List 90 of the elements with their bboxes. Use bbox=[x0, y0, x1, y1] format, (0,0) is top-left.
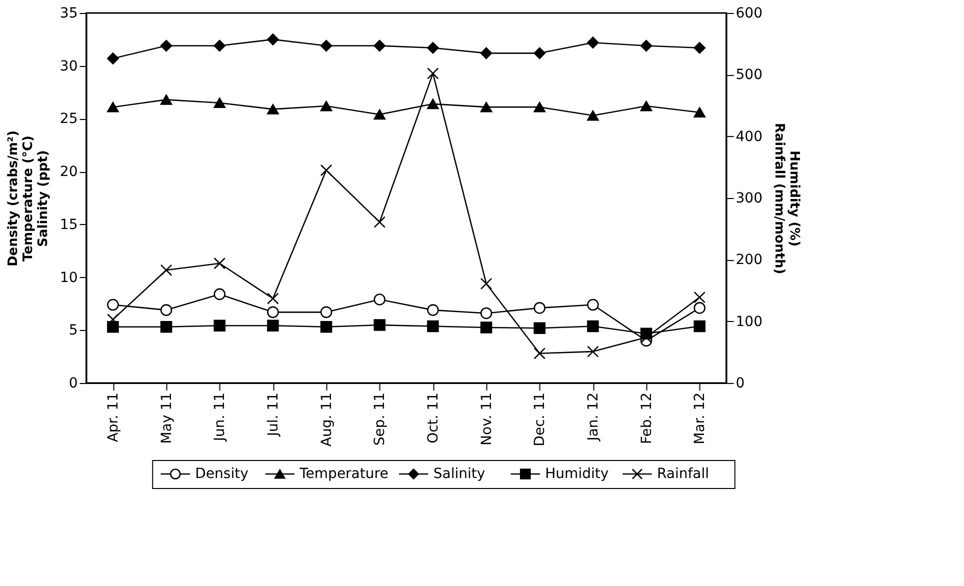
point bbox=[374, 319, 386, 331]
x-tick-label: May 11 bbox=[158, 392, 175, 444]
point bbox=[160, 40, 172, 52]
point bbox=[214, 288, 226, 300]
x-tick-label: Jun. 11 bbox=[212, 392, 228, 442]
point bbox=[427, 304, 439, 316]
point bbox=[427, 98, 439, 110]
legend-label: Temperature bbox=[298, 466, 388, 482]
point bbox=[320, 40, 332, 52]
y2-tick-label: 500 bbox=[736, 67, 762, 84]
point bbox=[160, 264, 172, 276]
point bbox=[480, 47, 492, 60]
point bbox=[267, 34, 279, 46]
point bbox=[587, 298, 599, 311]
point bbox=[694, 302, 706, 314]
x-tick-label: Nov. 11 bbox=[478, 392, 495, 446]
point bbox=[214, 257, 226, 270]
point bbox=[694, 320, 706, 332]
point bbox=[107, 52, 119, 64]
y-tick-label: 35 bbox=[60, 6, 78, 22]
point bbox=[160, 320, 172, 333]
point bbox=[534, 302, 546, 314]
y2-tick-label: 0 bbox=[736, 376, 745, 392]
point bbox=[694, 291, 706, 304]
y-tick-label: 30 bbox=[60, 58, 78, 74]
y-tick-label: 10 bbox=[60, 270, 78, 286]
y2-tick-label: 400 bbox=[736, 128, 762, 145]
y-axis-title: Density (crabs/m²) Temperature (°C) Salinity (ppt) bbox=[6, 130, 51, 267]
point bbox=[374, 216, 386, 228]
y-tick-label: 20 bbox=[60, 164, 78, 180]
point bbox=[374, 40, 386, 52]
point bbox=[267, 320, 279, 332]
point bbox=[640, 100, 652, 112]
x-tick-label: Aug. 11 bbox=[318, 392, 335, 447]
point bbox=[587, 110, 599, 121]
point bbox=[427, 320, 439, 332]
point bbox=[694, 42, 706, 54]
x-tick-label: Mar. 12 bbox=[692, 392, 708, 444]
y2-tick-label: 300 bbox=[736, 190, 762, 206]
point bbox=[107, 298, 119, 311]
point bbox=[534, 348, 546, 360]
point bbox=[267, 292, 279, 304]
x-tick-label: Oct. 11 bbox=[425, 392, 442, 444]
point bbox=[640, 40, 652, 52]
point bbox=[587, 36, 599, 48]
point bbox=[214, 98, 226, 108]
point bbox=[534, 322, 546, 334]
point bbox=[214, 320, 226, 332]
x-tick-label: Sep. 11 bbox=[372, 392, 388, 446]
point bbox=[107, 320, 119, 333]
point bbox=[107, 102, 119, 112]
y2-axis-title: Humidity (%) Rainfall (mm/month) bbox=[771, 122, 802, 274]
point bbox=[267, 104, 279, 114]
point bbox=[480, 307, 492, 320]
y2-tick-label: 100 bbox=[736, 314, 762, 330]
point bbox=[534, 47, 546, 60]
x-tick-label: Jan. 12 bbox=[585, 392, 602, 442]
y-tick-label: 25 bbox=[60, 111, 78, 128]
point bbox=[427, 42, 439, 54]
point bbox=[534, 102, 546, 112]
point bbox=[587, 320, 599, 332]
point bbox=[320, 100, 332, 112]
point bbox=[694, 107, 706, 118]
y2-tick-label: 600 bbox=[736, 6, 762, 22]
point bbox=[267, 306, 279, 318]
point bbox=[320, 320, 332, 333]
legend-label: Rainfall bbox=[656, 466, 710, 482]
point bbox=[160, 94, 172, 105]
point bbox=[587, 346, 599, 358]
point bbox=[374, 294, 386, 306]
point bbox=[480, 322, 492, 334]
point bbox=[374, 109, 386, 120]
y2-tick-label: 200 bbox=[736, 252, 762, 268]
x-tick-label: Apr. 11 bbox=[105, 392, 122, 442]
x-tick-label: Dec. 11 bbox=[532, 392, 548, 446]
legend-label: Salinity bbox=[433, 466, 486, 482]
point bbox=[320, 164, 332, 176]
y-tick-label: 15 bbox=[60, 216, 78, 233]
point bbox=[427, 68, 439, 80]
legend-label: Density bbox=[195, 466, 248, 482]
x-tick-label: Jul. 11 bbox=[265, 392, 282, 438]
y-tick-label: 0 bbox=[68, 376, 78, 392]
point bbox=[214, 40, 226, 52]
point bbox=[480, 102, 492, 112]
legend-label: Humidity bbox=[545, 466, 609, 482]
y-tick-label: 5 bbox=[68, 322, 78, 339]
point bbox=[320, 306, 332, 318]
point bbox=[160, 304, 172, 316]
x-tick-label: Feb. 12 bbox=[638, 392, 655, 444]
point bbox=[480, 278, 492, 290]
